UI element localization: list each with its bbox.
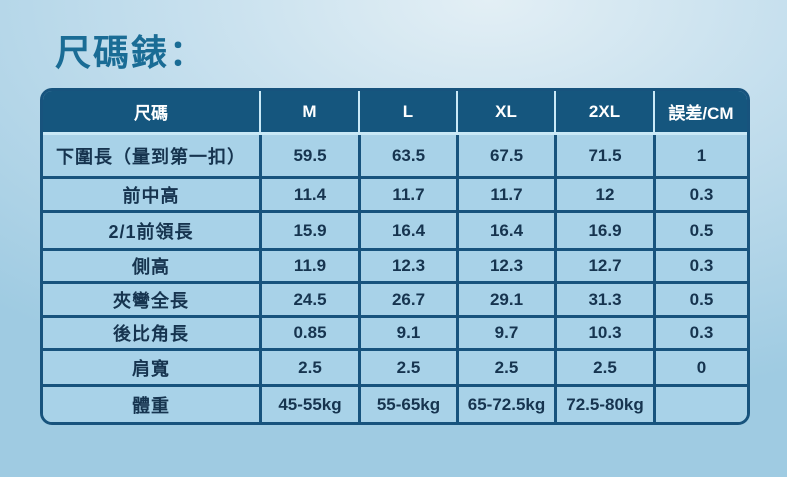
header-cell-m: M (259, 91, 358, 135)
value-cell: 0.5 (653, 281, 747, 315)
row-label: 體重 (43, 384, 259, 422)
table-row: 下圍長（量到第一扣） 59.5 63.5 67.5 71.5 1 (43, 135, 747, 176)
size-chart: 尺碼 M L XL 2XL 誤差/CM 下圍長（量到第一扣） 59.5 63.5… (40, 88, 750, 425)
value-cell: 24.5 (259, 281, 358, 315)
value-cell: 31.3 (554, 281, 653, 315)
value-cell: 12.3 (456, 248, 554, 281)
value-cell: 0.85 (259, 315, 358, 348)
table-row: 夾彎全長 24.5 26.7 29.1 31.3 0.5 (43, 281, 747, 315)
value-cell: 12.7 (554, 248, 653, 281)
value-cell: 55-65kg (358, 384, 456, 422)
row-label: 後比角長 (43, 315, 259, 348)
value-cell: 10.3 (554, 315, 653, 348)
table-row: 後比角長 0.85 9.1 9.7 10.3 0.3 (43, 315, 747, 348)
value-cell: 12.3 (358, 248, 456, 281)
row-label: 肩寬 (43, 348, 259, 384)
value-cell: 1 (653, 135, 747, 176)
table-row: 體重 45-55kg 55-65kg 65-72.5kg 72.5-80kg (43, 384, 747, 422)
value-cell: 2.5 (554, 348, 653, 384)
value-cell: 0 (653, 348, 747, 384)
table-row: 2/1前領長 15.9 16.4 16.4 16.9 0.5 (43, 210, 747, 248)
value-cell: 11.7 (456, 176, 554, 210)
header-cell-xl: XL (456, 91, 554, 135)
value-cell: 2.5 (456, 348, 554, 384)
value-cell (653, 384, 747, 422)
header-cell-tolerance: 誤差/CM (653, 91, 747, 135)
header-cell-l: L (358, 91, 456, 135)
value-cell: 16.4 (358, 210, 456, 248)
value-cell: 26.7 (358, 281, 456, 315)
table-row: 前中高 11.4 11.7 11.7 12 0.3 (43, 176, 747, 210)
value-cell: 2.5 (259, 348, 358, 384)
header-cell-size: 尺碼 (43, 91, 259, 135)
value-cell: 16.4 (456, 210, 554, 248)
row-label: 側高 (43, 248, 259, 281)
table-row: 側高 11.9 12.3 12.3 12.7 0.3 (43, 248, 747, 281)
value-cell: 0.3 (653, 176, 747, 210)
table-row: 肩寬 2.5 2.5 2.5 2.5 0 (43, 348, 747, 384)
header-cell-2xl: 2XL (554, 91, 653, 135)
value-cell: 29.1 (456, 281, 554, 315)
value-cell: 16.9 (554, 210, 653, 248)
value-cell: 11.7 (358, 176, 456, 210)
value-cell: 63.5 (358, 135, 456, 176)
row-label: 夾彎全長 (43, 281, 259, 315)
value-cell: 12 (554, 176, 653, 210)
value-cell: 67.5 (456, 135, 554, 176)
row-label: 下圍長（量到第一扣） (43, 135, 259, 176)
row-label: 2/1前領長 (43, 210, 259, 248)
value-cell: 9.1 (358, 315, 456, 348)
value-cell: 0.3 (653, 248, 747, 281)
value-cell: 0.3 (653, 315, 747, 348)
value-cell: 45-55kg (259, 384, 358, 422)
page-title: 尺碼錶： (55, 32, 208, 73)
value-cell: 59.5 (259, 135, 358, 176)
size-table: 尺碼 M L XL 2XL 誤差/CM 下圍長（量到第一扣） 59.5 63.5… (43, 91, 747, 422)
value-cell: 11.4 (259, 176, 358, 210)
value-cell: 11.9 (259, 248, 358, 281)
value-cell: 72.5-80kg (554, 384, 653, 422)
value-cell: 65-72.5kg (456, 384, 554, 422)
row-label: 前中高 (43, 176, 259, 210)
value-cell: 15.9 (259, 210, 358, 248)
value-cell: 0.5 (653, 210, 747, 248)
header-row: 尺碼 M L XL 2XL 誤差/CM (43, 91, 747, 135)
value-cell: 9.7 (456, 315, 554, 348)
value-cell: 2.5 (358, 348, 456, 384)
value-cell: 71.5 (554, 135, 653, 176)
